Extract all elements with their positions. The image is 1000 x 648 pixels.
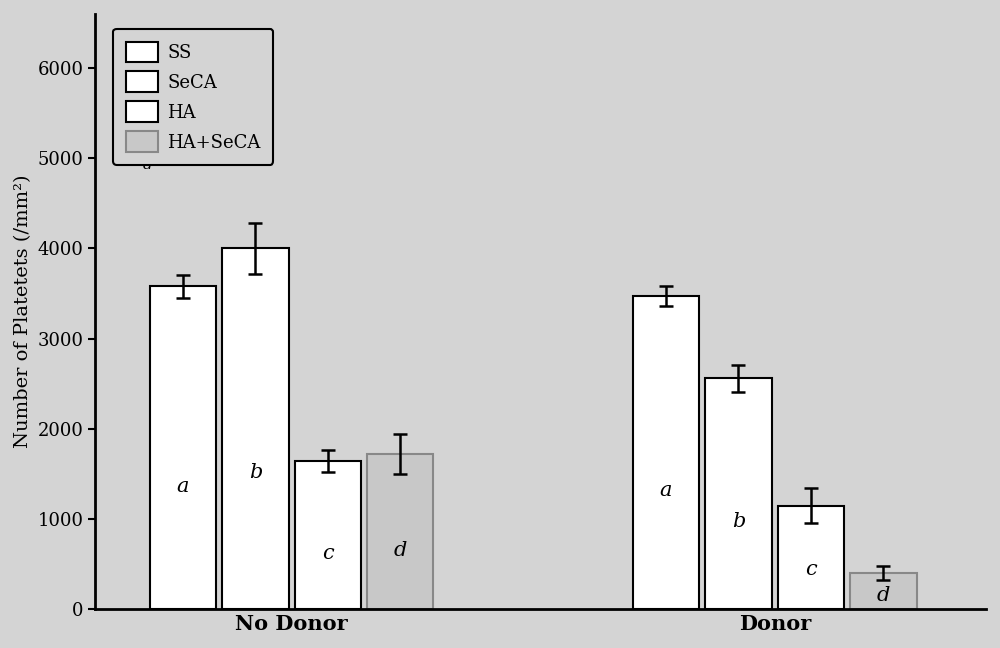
Bar	[850, 573, 917, 609]
Text: b: b	[732, 512, 745, 531]
Text: b: b	[143, 87, 153, 101]
Text: d: d	[394, 541, 407, 560]
Text: c: c	[322, 544, 334, 562]
Bar	[705, 378, 772, 609]
Bar	[150, 286, 216, 609]
Text: d: d	[877, 586, 890, 605]
Bar	[778, 505, 844, 609]
Bar	[367, 454, 433, 609]
Text: d: d	[143, 158, 153, 172]
Bar	[633, 296, 699, 609]
Text: a: a	[177, 477, 189, 496]
Bar	[222, 248, 289, 609]
Bar	[295, 461, 361, 609]
Text: a: a	[143, 51, 152, 65]
Y-axis label: Number of Platetets (/mm²): Number of Platetets (/mm²)	[14, 175, 32, 448]
Text: c: c	[143, 122, 152, 137]
Legend: SS, SeCA, HA, HA+SeCA: SS, SeCA, HA, HA+SeCA	[113, 29, 273, 165]
Text: b: b	[249, 463, 262, 481]
Text: a: a	[660, 481, 672, 500]
Text: c: c	[805, 561, 817, 579]
